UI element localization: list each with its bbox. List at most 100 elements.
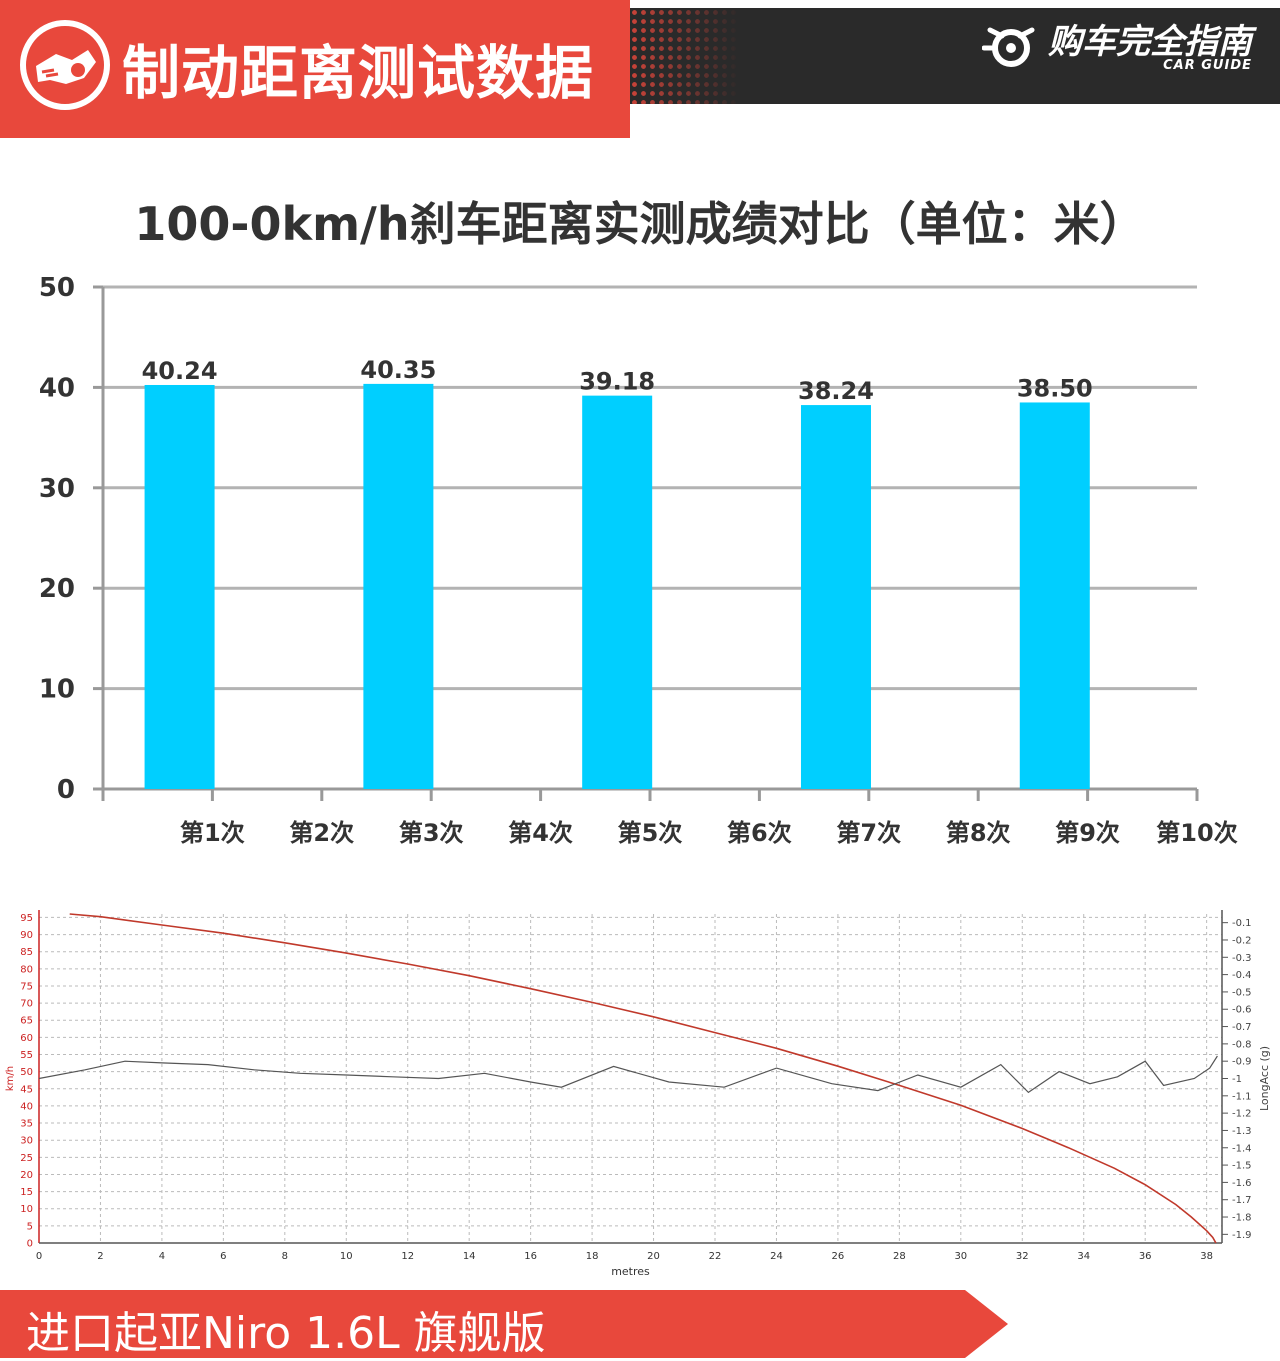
x-tick-label: 第5次 — [618, 819, 683, 847]
x-tick-label: 第3次 — [399, 819, 464, 847]
data-label: 40.35 — [360, 356, 436, 384]
left-tick-label: 15 — [20, 1187, 33, 1198]
bar — [144, 384, 215, 789]
left-tick-label: 10 — [20, 1204, 33, 1215]
left-tick-label: 70 — [20, 999, 33, 1010]
x-axis-label: metres — [611, 1265, 650, 1278]
bar — [582, 395, 653, 789]
x-tick-label: 32 — [1016, 1251, 1029, 1262]
x-tick-label: 第1次 — [180, 819, 245, 847]
left-tick-label: 85 — [20, 947, 33, 958]
footer-model-name: 进口起亚Niro 1.6L 旗舰版 — [26, 1308, 546, 1359]
y-tick-label: 0 — [57, 775, 75, 805]
x-tick-label: 第10次 — [1156, 819, 1237, 847]
x-tick-label: 6 — [220, 1251, 226, 1262]
right-tick-label: -1 — [1232, 1074, 1242, 1085]
right-tick-label: -1.4 — [1232, 1143, 1252, 1154]
right-tick-label: -1.5 — [1232, 1161, 1252, 1172]
right-tick-label: -0.3 — [1232, 953, 1252, 964]
left-tick-label: 95 — [20, 913, 33, 924]
y-tick-label: 20 — [39, 574, 75, 604]
right-tick-label: -1.8 — [1232, 1213, 1252, 1224]
y-tick-label: 10 — [39, 675, 75, 705]
y-tick-label: 50 — [39, 273, 75, 303]
footer-banner — [0, 1290, 1008, 1358]
speed-decel-line-chart: 0 2 4 6 8 10 12 14 16 18 20 22 24 26 28 30 32 34 36 3805101… — [5, 910, 1271, 1278]
x-tick-label: 10 — [340, 1251, 353, 1262]
bar — [800, 405, 871, 789]
accel-series-line — [38, 1055, 1218, 1094]
right-tick-label: -0.6 — [1232, 1005, 1252, 1016]
left-tick-label: 35 — [20, 1119, 33, 1130]
left-tick-label: 60 — [20, 1033, 33, 1044]
x-tick-label: 28 — [893, 1251, 906, 1262]
brand-name: 购车完全指南 CAR GUIDE — [1048, 24, 1252, 73]
right-tick-label: -0.8 — [1232, 1039, 1252, 1050]
x-tick-label: 24 — [770, 1251, 783, 1262]
x-tick-label: 20 — [647, 1251, 660, 1262]
brake-car-icon — [20, 20, 110, 110]
left-tick-label: 50 — [20, 1067, 33, 1078]
left-tick-label: 90 — [20, 930, 33, 941]
right-axis-label: LongAcc (g) — [1258, 1046, 1271, 1111]
brand-logo-icon — [981, 22, 1040, 76]
bar — [1019, 402, 1090, 789]
right-tick-label: -0.9 — [1232, 1057, 1252, 1068]
bar-chart: 0 10 20 30 40 50 第1次 第2次 第3次 第4次 第5次 第6次 第7次 第8次 第9次 第1… — [39, 273, 1238, 847]
left-tick-label: 5 — [27, 1221, 33, 1232]
left-tick-label: 45 — [20, 1084, 33, 1095]
right-tick-label: -0.4 — [1232, 970, 1252, 981]
right-tick-label: -0.2 — [1232, 935, 1252, 946]
right-tick-label: -0.7 — [1232, 1022, 1252, 1033]
data-label: 38.50 — [1017, 374, 1093, 402]
left-tick-label: 75 — [20, 981, 33, 992]
x-tick-label: 14 — [463, 1251, 476, 1262]
left-tick-label: 20 — [20, 1170, 33, 1181]
chart-title: 100-0km/h刹车距离实测成绩对比（单位：米） — [134, 197, 1146, 251]
x-tick-label: 第7次 — [836, 819, 901, 847]
x-tick-label: 第9次 — [1055, 819, 1120, 847]
x-tick-label: 26 — [832, 1251, 845, 1262]
data-label: 40.24 — [142, 357, 218, 385]
x-tick-label: 第6次 — [727, 819, 792, 847]
right-tick-label: -1.6 — [1232, 1178, 1252, 1189]
right-tick-label: -1.7 — [1232, 1195, 1252, 1206]
x-tick-label: 0 — [36, 1251, 42, 1262]
x-tick-label: 第8次 — [946, 819, 1011, 847]
x-tick-label: 第2次 — [289, 819, 354, 847]
x-tick-label: 12 — [401, 1251, 414, 1262]
data-label: 39.18 — [579, 368, 655, 396]
page-title: 制动距离测试数据 — [122, 39, 595, 107]
brand-name-en: CAR GUIDE — [1163, 58, 1252, 73]
right-tick-label: -1.3 — [1232, 1126, 1252, 1137]
speed-series-line — [69, 913, 1217, 1244]
left-tick-label: 30 — [20, 1136, 33, 1147]
x-tick-label: 2 — [97, 1251, 103, 1262]
x-tick-label: 38 — [1200, 1251, 1213, 1262]
x-tick-label: 30 — [954, 1251, 967, 1262]
x-tick-label: 36 — [1139, 1251, 1152, 1262]
right-tick-label: -1.2 — [1232, 1109, 1252, 1120]
brand-name-cn: 购车完全指南 — [1048, 22, 1252, 62]
data-label: 38.24 — [798, 377, 874, 405]
left-axis-label: km/h — [5, 1066, 16, 1091]
y-tick-label: 30 — [39, 474, 75, 504]
x-tick-label: 16 — [524, 1251, 537, 1262]
right-tick-label: -0.1 — [1232, 918, 1252, 929]
x-tick-label: 第4次 — [508, 819, 573, 847]
bar — [363, 383, 434, 789]
right-tick-label: -1.1 — [1232, 1091, 1252, 1102]
right-tick-label: -0.5 — [1232, 987, 1252, 998]
y-tick-label: 40 — [39, 373, 75, 403]
right-tick-label: -1.9 — [1232, 1230, 1252, 1241]
left-tick-label: 40 — [20, 1101, 33, 1112]
x-tick-label: 8 — [282, 1251, 288, 1262]
x-tick-label: 22 — [709, 1251, 722, 1262]
left-tick-label: 80 — [20, 964, 33, 975]
left-tick-label: 55 — [20, 1050, 33, 1061]
left-tick-label: 65 — [20, 1016, 33, 1027]
left-tick-label: 0 — [27, 1239, 33, 1250]
left-tick-label: 25 — [20, 1153, 33, 1164]
x-tick-label: 18 — [586, 1251, 599, 1262]
x-tick-label: 34 — [1077, 1251, 1090, 1262]
